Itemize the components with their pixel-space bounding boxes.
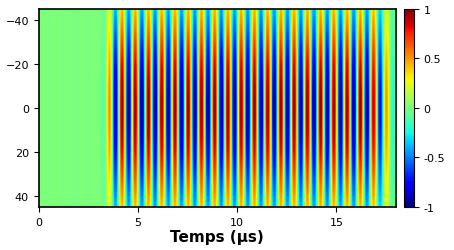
X-axis label: Temps (μs): Temps (μs) bbox=[170, 230, 264, 244]
